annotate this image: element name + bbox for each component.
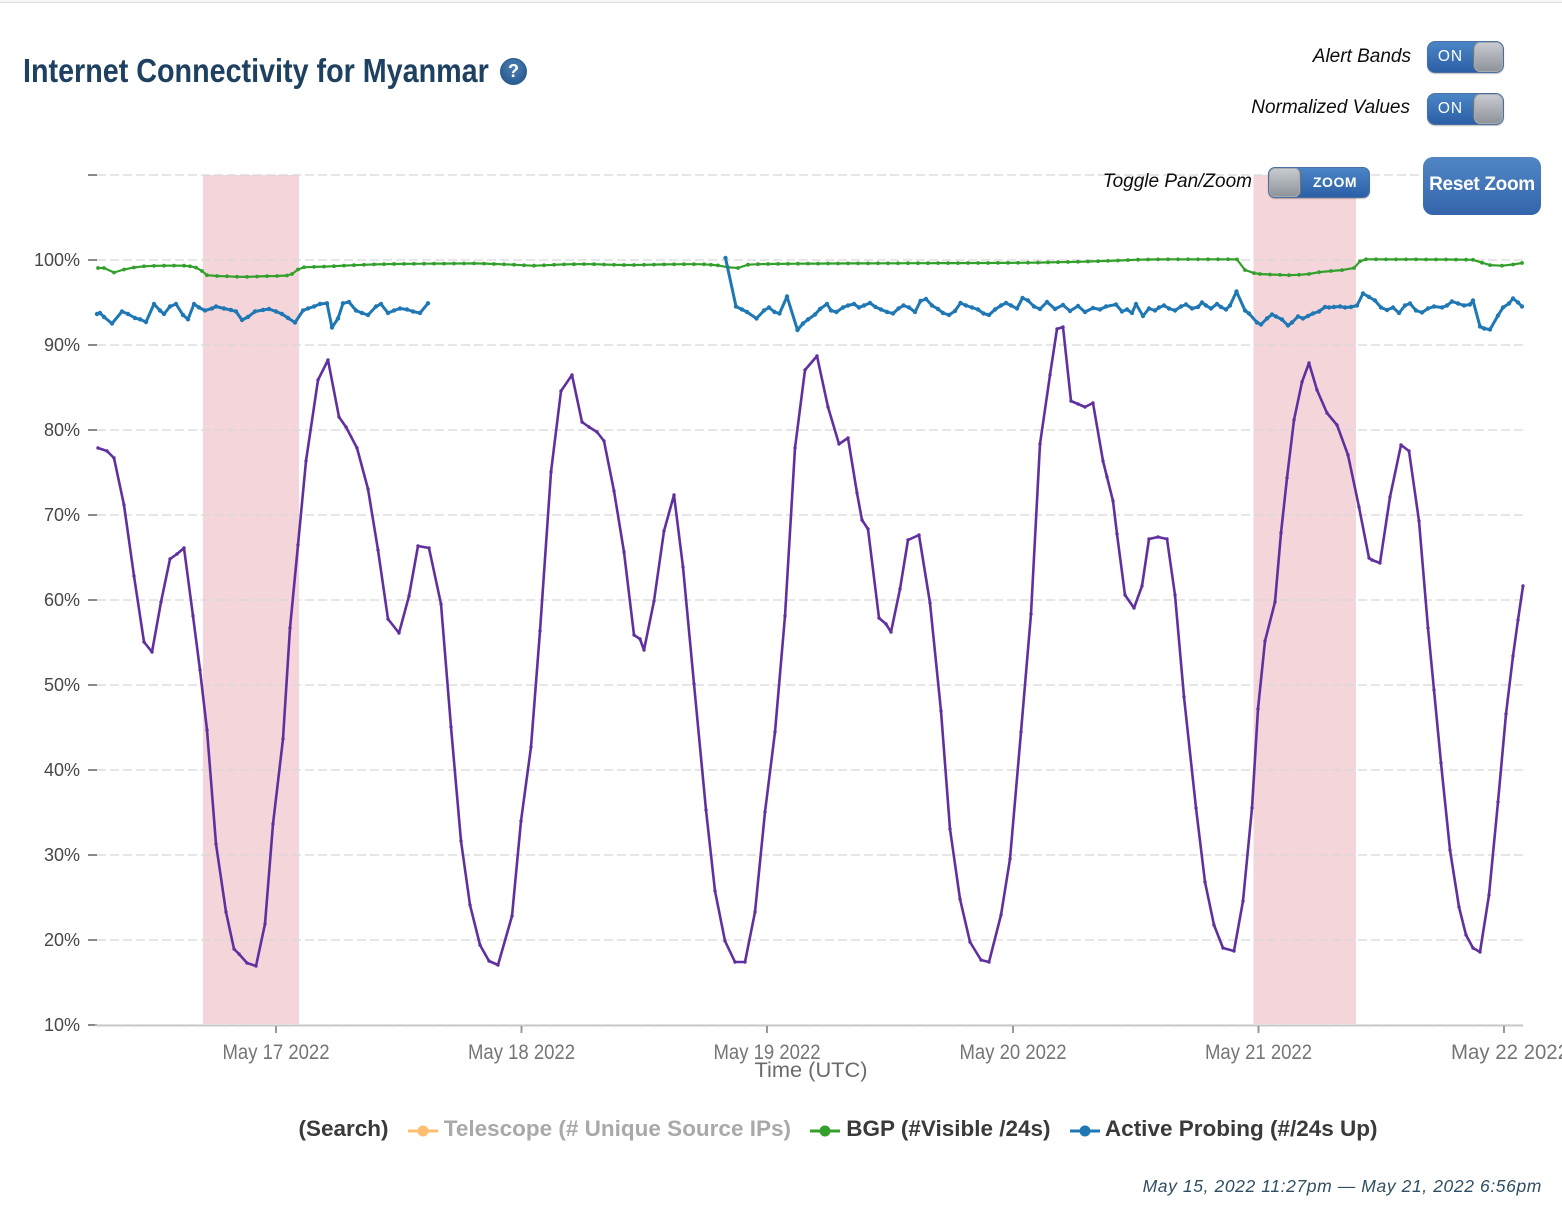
svg-text:May 22 2022: May 22 2022	[1451, 1041, 1562, 1064]
svg-text:30%: 30%	[44, 845, 80, 865]
svg-text:90%: 90%	[44, 335, 80, 355]
svg-text:80%: 80%	[44, 420, 80, 440]
svg-text:May 20 2022: May 20 2022	[960, 1041, 1067, 1064]
svg-text:Time (UTC): Time (UTC)	[755, 1059, 868, 1082]
svg-text:100%: 100%	[34, 250, 80, 270]
svg-text:May 18 2022: May 18 2022	[468, 1041, 575, 1064]
svg-text:40%: 40%	[44, 760, 80, 780]
svg-text:May 19 2022: May 19 2022	[714, 1041, 821, 1064]
svg-text:50%: 50%	[44, 675, 80, 695]
svg-text:20%: 20%	[44, 930, 80, 950]
svg-text:May 21 2022: May 21 2022	[1205, 1041, 1312, 1064]
svg-text:May 17 2022: May 17 2022	[223, 1041, 330, 1064]
svg-text:70%: 70%	[44, 505, 80, 525]
svg-text:10%: 10%	[44, 1015, 80, 1035]
svg-text:60%: 60%	[44, 590, 80, 610]
